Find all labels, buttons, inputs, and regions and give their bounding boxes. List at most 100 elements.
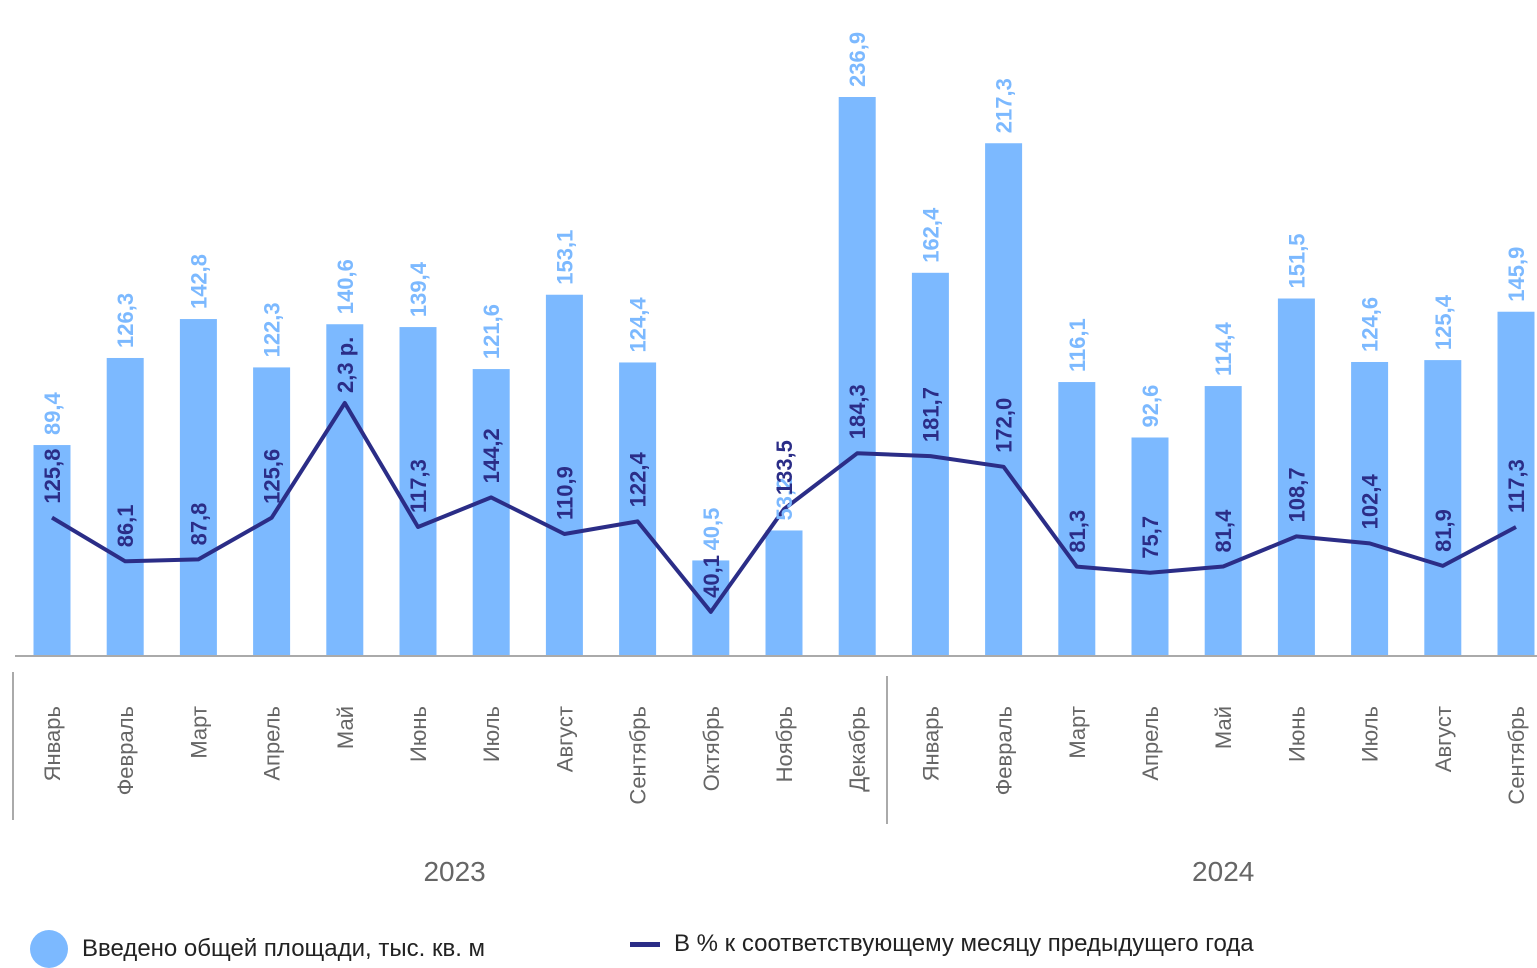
line-value-label-8: 122,4: [626, 452, 651, 508]
chart: 89,4 126,3 142,8 122,3 140,6 139,4 121,6 153,1 1…: [12, 32, 1537, 887]
month-label-0: Январь: [40, 706, 65, 781]
month-label-9: Октябрь: [699, 706, 724, 791]
bar-value-label-2: 142,8: [186, 254, 211, 309]
bar-5: [399, 327, 437, 656]
line-value-label-12: 181,7: [918, 387, 943, 442]
month-label-6: Июль: [479, 706, 504, 762]
bar-20: [1497, 311, 1535, 656]
month-label-18: Июль: [1358, 706, 1383, 762]
line-value-label-5: 117,3: [406, 459, 431, 513]
bar-value-label-20: 145,9: [1504, 247, 1529, 302]
percent-line: [50, 401, 1517, 614]
bar-value-label-8: 124,4: [626, 297, 651, 353]
legend-line-label: В % к соответствующему месяцу предыдущег…: [674, 930, 1254, 957]
legend-bar-swatch: [30, 930, 68, 968]
month-label-13: Февраль: [992, 706, 1017, 795]
line-value-label-20: 117,3: [1504, 459, 1529, 513]
line-value-labels: 125,8 86,1 87,8 125,6 2,3 р. 117,3 144,2 110,9 1…: [40, 337, 1529, 598]
year-label-0: 2023: [423, 856, 485, 887]
legend-line-swatch: [630, 941, 660, 947]
bar-value-label-16: 114,4: [1211, 321, 1236, 376]
line-value-label-18: 102,4: [1358, 474, 1383, 530]
bar-4: [326, 324, 364, 656]
month-label-14: Март: [1065, 706, 1090, 759]
bar-value-label-18: 124,6: [1358, 297, 1383, 352]
bar-15: [1131, 437, 1169, 656]
line-value-label-6: 144,2: [479, 428, 504, 483]
x-axis: [12, 655, 1537, 824]
month-label-1: Февраль: [113, 706, 138, 795]
month-label-17: Июнь: [1284, 706, 1309, 762]
year-group-labels: 2023 2024: [423, 856, 1254, 887]
line-value-label-7: 110,9: [552, 466, 577, 520]
legend: Введено общей площади, тыс. кв. м В % к …: [30, 930, 1510, 968]
month-label-5: Июнь: [406, 706, 431, 762]
line-value-label-4: 2,3 р.: [333, 337, 358, 393]
month-label-8: Сентябрь: [626, 706, 651, 805]
bar-2: [179, 319, 217, 656]
bar-value-label-17: 151,5: [1284, 233, 1309, 288]
month-label-20: Сентябрь: [1504, 706, 1529, 805]
legend-item-area: Введено общей площади, тыс. кв. м: [30, 930, 485, 968]
month-label-3: Апрель: [260, 706, 285, 781]
bar-10: [765, 530, 803, 656]
line-value-label-19: 81,9: [1431, 509, 1456, 552]
bar-18: [1351, 361, 1389, 656]
month-label-11: Декабрь: [845, 706, 870, 792]
month-label-12: Январь: [918, 706, 943, 781]
line-value-label-0: 125,8: [40, 449, 65, 504]
line-value-label-16: 81,4: [1211, 509, 1236, 553]
bar-value-label-9: 40,5: [699, 508, 724, 551]
bar-series: [33, 97, 1535, 657]
bar-8: [619, 362, 657, 656]
line-value-label-3: 125,6: [260, 449, 285, 504]
bar-value-label-4: 140,6: [333, 259, 358, 314]
bar-value-label-0: 89,4: [40, 391, 65, 435]
bar-14: [1058, 382, 1096, 656]
month-label-16: Май: [1211, 706, 1236, 749]
bar-value-label-12: 162,4: [918, 207, 943, 263]
bar-value-label-10: 53,2: [772, 478, 797, 521]
bar-19: [1424, 360, 1462, 656]
bar-value-label-19: 125,4: [1431, 294, 1456, 350]
bar-0: [33, 445, 71, 656]
bar-7: [545, 294, 583, 656]
bar-value-label-1: 126,3: [113, 293, 138, 348]
line-value-label-1: 86,1: [113, 504, 138, 547]
line-value-label-13: 172,0: [992, 398, 1017, 453]
month-label-7: Август: [552, 706, 577, 772]
bar-value-label-13: 217,3: [992, 78, 1017, 133]
bar-16: [1204, 386, 1242, 656]
bar-value-label-11: 236,9: [845, 32, 870, 87]
legend-item-percent: В % к соответствующему месяцу предыдущег…: [630, 930, 1254, 958]
month-label-19: Август: [1431, 706, 1456, 772]
bar-value-label-6: 121,6: [479, 304, 504, 359]
bar-value-labels: 89,4 126,3 142,8 122,3 140,6 139,4 121,6 153,1 1…: [40, 32, 1529, 550]
bar-value-label-15: 92,6: [1138, 385, 1163, 428]
month-label-4: Май: [333, 706, 358, 749]
line-value-label-15: 75,7: [1138, 516, 1163, 559]
legend-bar-label: Введено общей площади, тыс. кв. м: [82, 935, 486, 962]
bar-value-label-14: 116,1: [1065, 318, 1090, 372]
line-value-label-9: 40,1: [699, 555, 724, 598]
line-value-label-2: 87,8: [186, 503, 211, 546]
bar-12: [911, 272, 949, 656]
line-value-label-10: 133,5: [772, 440, 797, 495]
bar-9: [692, 560, 730, 656]
month-tick-labels: Январь Февраль Март Апрель Май Июнь Июль Август…: [40, 706, 1529, 805]
line-value-label-11: 184,3: [845, 384, 870, 439]
bar-11: [838, 97, 876, 656]
bar-6: [472, 369, 510, 656]
bar-17: [1277, 298, 1315, 656]
line-value-label-17: 108,7: [1284, 467, 1309, 522]
bar-3: [253, 367, 291, 656]
month-label-10: Ноябрь: [772, 706, 797, 782]
bar-13: [985, 143, 1023, 657]
month-label-2: Март: [186, 706, 211, 759]
bar-value-label-7: 153,1: [552, 230, 577, 285]
month-label-15: Апрель: [1138, 706, 1163, 781]
bar-1: [106, 357, 144, 656]
year-label-1: 2024: [1192, 856, 1254, 887]
bar-value-label-3: 122,3: [260, 302, 285, 357]
line-value-label-14: 81,3: [1065, 510, 1090, 553]
